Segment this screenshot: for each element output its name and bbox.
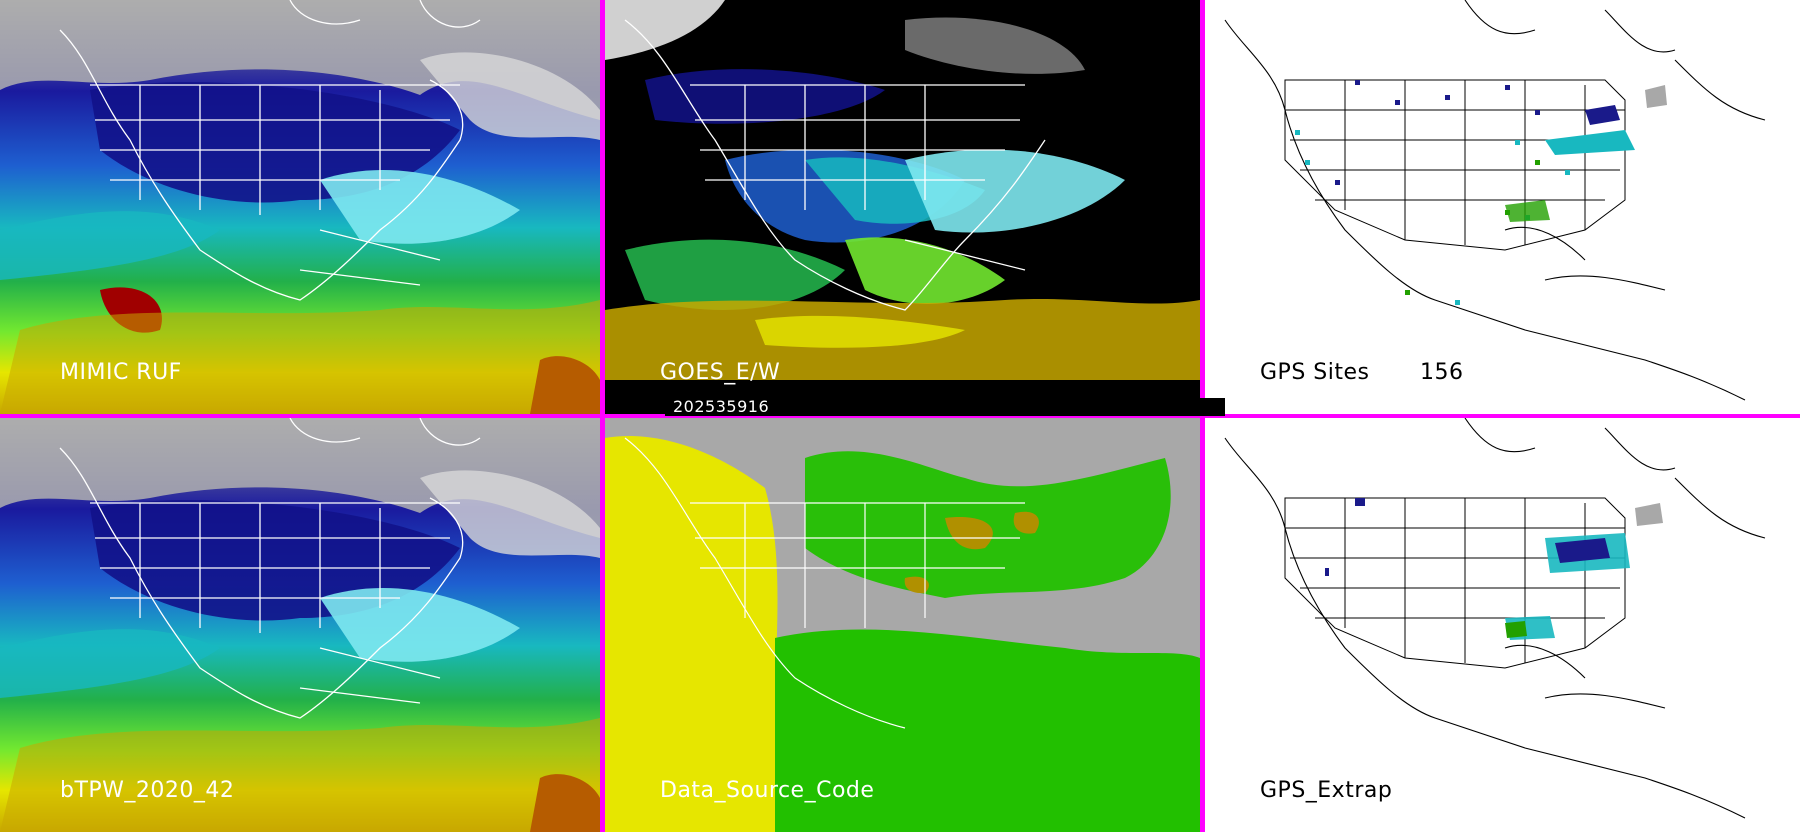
gps-sites-map-image (1205, 0, 1800, 414)
goes-ew-map-image (605, 0, 1200, 414)
panel-goes-ew: GOES_E/W (605, 0, 1200, 414)
state-boundaries (59, 0, 481, 301)
state-boundaries (624, 19, 1046, 311)
panel-label-goes-ew: GOES_E/W (660, 360, 781, 385)
panel-mimic-ruf: MIMIC RUF (0, 0, 600, 414)
panel-label-btpw: bTPW_2020_42 (60, 778, 235, 803)
timestamp-text: 202535916 (673, 397, 770, 416)
panel-label-mimic-ruf: MIMIC RUF (60, 360, 182, 385)
gps-extrap-map-image (1205, 418, 1800, 832)
panel-label-gps-extrap: GPS_Extrap (1260, 778, 1393, 803)
panel-gps-extrap: GPS_Extrap (1205, 418, 1800, 832)
state-boundaries (1284, 497, 1626, 669)
mimic-ruf-map-image (0, 0, 600, 414)
data-source-code-map-image (605, 418, 1200, 832)
timestamp-bar: 202535916 (665, 398, 1225, 416)
btpw-map-image (0, 418, 600, 832)
gps-sites-count: 156 (1420, 360, 1464, 385)
panel-data-source-code: Data_Source_Code (605, 418, 1200, 832)
panel-label-data-source-code: Data_Source_Code (660, 778, 875, 803)
state-boundaries (1284, 79, 1626, 251)
horizontal-divider (0, 414, 1800, 418)
panel-label-gps-sites: GPS Sites (1260, 360, 1370, 385)
gps-extrap-fields (1325, 498, 1663, 640)
panel-btpw: bTPW_2020_42 (0, 418, 600, 832)
state-boundaries (59, 418, 481, 719)
state-boundaries (624, 437, 1025, 729)
gps-site-markers (1295, 80, 1667, 305)
panel-gps-sites: GPS Sites 156 (1205, 0, 1800, 414)
